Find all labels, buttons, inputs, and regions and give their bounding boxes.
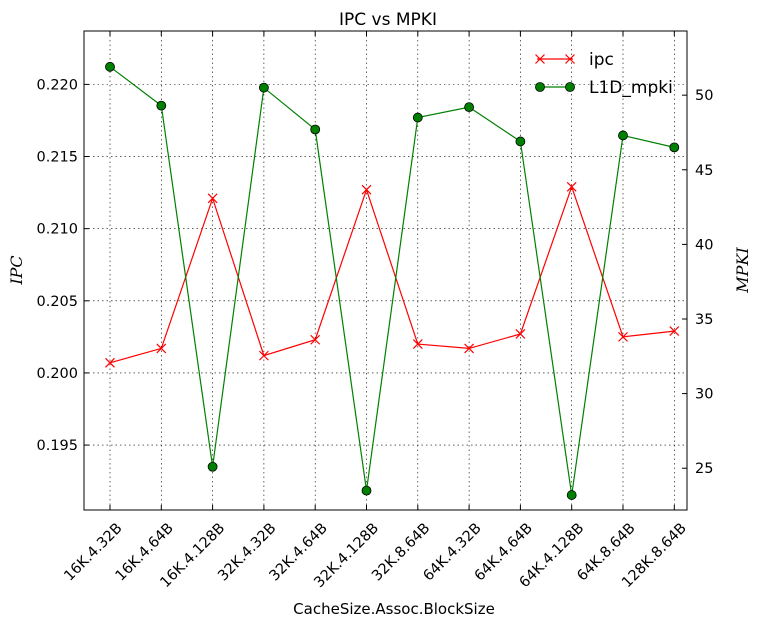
- x-marker-stroke: [464, 343, 475, 354]
- data-point-ipc: [105, 357, 115, 368]
- y-left-tick-label: 0.195: [36, 438, 78, 454]
- x-axis-label: CacheSize.Assoc.BlockSize: [293, 600, 495, 618]
- y-left-tick-label: 0.210: [36, 222, 78, 238]
- data-point-ipc: [669, 326, 680, 337]
- data-point-l1d-mpki: [258, 82, 269, 93]
- y-right-tick-label: 30: [695, 387, 713, 403]
- legend-marker-ipc: [535, 54, 545, 64]
- series-layer: [105, 61, 680, 500]
- x-marker-stroke: [361, 184, 372, 195]
- data-point-l1d-mpki: [310, 124, 321, 135]
- series-line-l1d-mpki: [109, 66, 675, 496]
- data-point-l1d-mpki: [618, 130, 628, 141]
- x-marker-stroke: [669, 326, 680, 337]
- data-point-ipc: [207, 193, 218, 204]
- x-marker-stroke: [535, 54, 545, 64]
- data-point-ipc: [618, 331, 628, 342]
- grid-lines: [84, 31, 687, 510]
- data-point-l1d-mpki: [464, 102, 475, 113]
- data-point-l1d-mpki: [361, 485, 372, 496]
- data-point-ipc: [156, 343, 167, 354]
- data-point-ipc: [361, 184, 372, 195]
- data-point-ipc: [310, 334, 321, 345]
- data-point-l1d-mpki: [207, 461, 218, 472]
- x-marker-stroke: [566, 181, 577, 192]
- x-marker-stroke: [412, 339, 423, 350]
- data-point-l1d-mpki: [669, 142, 680, 153]
- data-point-l1d-mpki: [105, 61, 115, 72]
- data-point-l1d-mpki: [566, 490, 577, 500]
- y-right-tick-label: 45: [695, 163, 713, 179]
- chart-title: IPC vs MPKI: [339, 10, 437, 30]
- y-right-tick-label: 25: [695, 461, 713, 477]
- x-marker-stroke: [618, 331, 628, 342]
- data-point-ipc: [464, 343, 475, 354]
- series-line-ipc: [109, 184, 675, 364]
- legend: ipc L1D_mpki: [535, 50, 673, 98]
- data-point-ipc: [566, 181, 577, 192]
- y-axis-right-label: MPKI: [733, 247, 752, 294]
- x-marker-stroke: [156, 343, 167, 354]
- y-right-tick-label: 35: [695, 312, 713, 328]
- y-left-tick-label: 0.215: [36, 150, 78, 166]
- legend-marker-l1d-mpki: [565, 82, 575, 92]
- data-point-l1d-mpki: [515, 136, 526, 147]
- x-marker-stroke: [310, 334, 321, 345]
- x-marker-stroke: [207, 193, 218, 204]
- x-marker-stroke: [515, 329, 526, 339]
- data-point-ipc: [515, 329, 526, 339]
- x-marker-stroke: [565, 54, 575, 64]
- y-right-tick-label: 40: [695, 237, 713, 253]
- x-marker-stroke: [258, 350, 269, 361]
- y-axis-left-label: IPC: [7, 255, 26, 285]
- legend-marker-l1d-mpki: [535, 82, 545, 92]
- axis-ticks: 16K.4.32B16K.4.64B16K.4.128B32K.4.32B32K…: [36, 31, 713, 591]
- x-marker-stroke: [105, 357, 115, 368]
- y-left-tick-label: 0.220: [36, 77, 78, 93]
- legend-marker-ipc: [565, 54, 575, 64]
- legend-label-ipc: ipc: [589, 50, 614, 70]
- y-right-tick-label: 50: [695, 88, 713, 104]
- y-left-tick-label: 0.205: [36, 294, 78, 310]
- y-left-tick-label: 0.200: [36, 366, 78, 382]
- data-point-ipc: [412, 339, 423, 350]
- data-point-l1d-mpki: [156, 100, 167, 111]
- data-point-l1d-mpki: [412, 112, 423, 123]
- legend-label-l1d-mpki: L1D_mpki: [589, 78, 673, 98]
- data-point-ipc: [258, 350, 269, 361]
- plot-frame: [83, 30, 688, 511]
